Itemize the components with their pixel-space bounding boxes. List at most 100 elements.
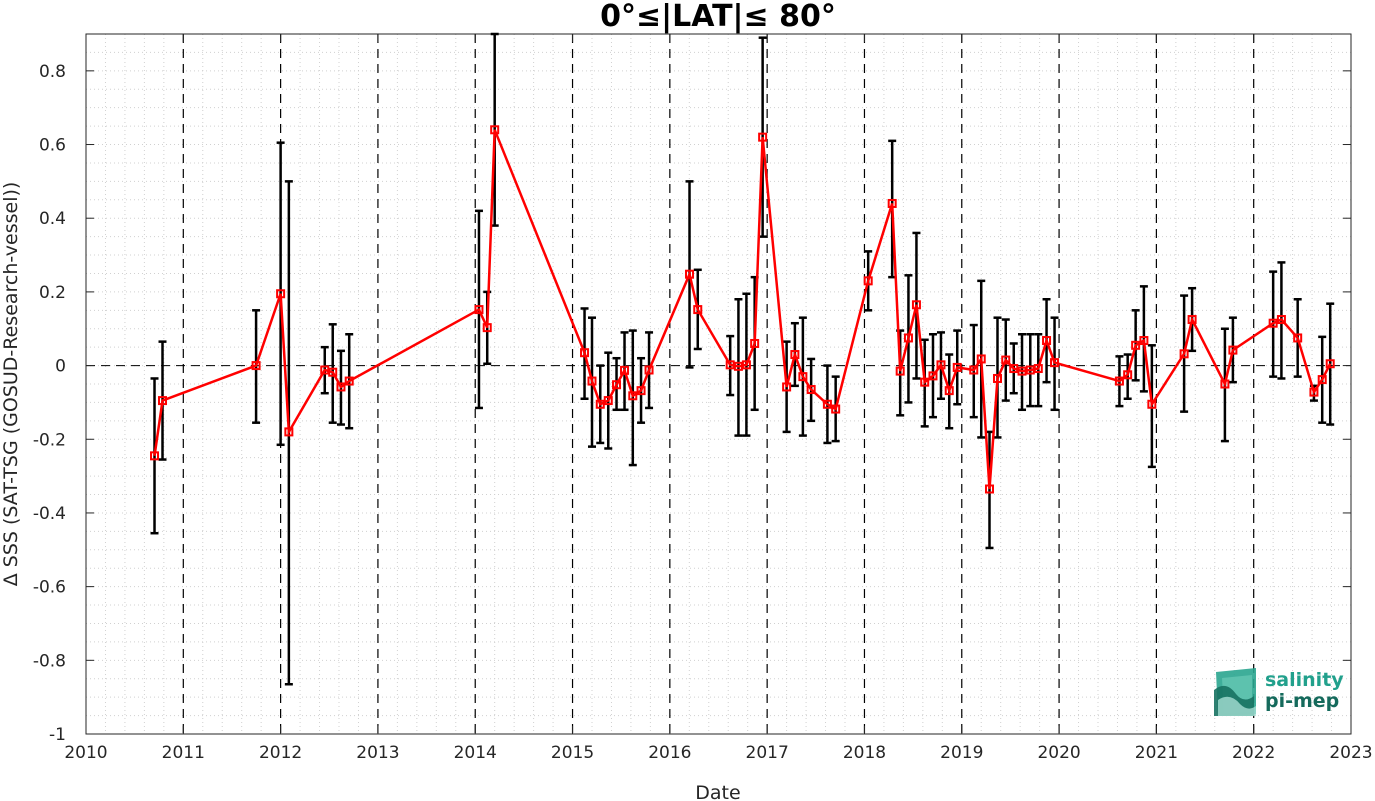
- data-point-marker: [603, 396, 613, 406]
- y-tick-label: -0.2: [33, 430, 66, 450]
- data-point-marker: [1123, 370, 1133, 380]
- series-markers: [150, 125, 1335, 494]
- x-tick-label: 2022: [1232, 743, 1275, 763]
- data-point-marker: [620, 365, 630, 375]
- data-point-marker: [158, 396, 168, 406]
- logo-text-pi-mep: pi-mep: [1265, 690, 1339, 712]
- data-point-marker: [863, 276, 873, 286]
- data-point-marker: [758, 132, 768, 142]
- data-point-marker: [822, 399, 832, 409]
- data-point-marker: [587, 376, 597, 386]
- y-tick-label: -1: [49, 725, 66, 745]
- data-point-marker: [903, 333, 913, 343]
- data-point-marker: [1050, 358, 1060, 368]
- data-point-marker: [580, 348, 590, 358]
- y-tick-label: 0.8: [39, 62, 66, 82]
- data-point-marker: [251, 361, 261, 371]
- data-point-marker: [1009, 364, 1019, 374]
- x-tick-label: 2016: [648, 743, 691, 763]
- data-point-marker: [1228, 345, 1238, 355]
- x-tick-label: 2021: [1135, 743, 1178, 763]
- y-tick-label: 0.4: [39, 209, 66, 229]
- data-point-marker: [276, 289, 286, 299]
- y-axis-label: Δ SSS (SAT-TSG (GOSUD-Research-vessel)): [0, 182, 22, 587]
- data-point-marker: [1017, 366, 1027, 376]
- x-tick-label: 2019: [940, 743, 983, 763]
- data-point-marker: [725, 360, 735, 370]
- data-point-marker: [831, 404, 841, 414]
- logo-text-salinity: salinity: [1265, 669, 1344, 691]
- x-tick-label: 2012: [259, 743, 302, 763]
- data-point-marker: [1042, 336, 1052, 346]
- y-tick-label: 0: [55, 357, 66, 377]
- x-tick-label: 2018: [843, 743, 886, 763]
- data-point-marker: [344, 376, 354, 386]
- data-point-marker: [1276, 315, 1286, 325]
- y-tick-label: 0.6: [39, 136, 66, 156]
- data-point-marker: [284, 427, 294, 437]
- y-tick-labels: -1 -0.8 -0.6 -0.4 -0.2 0 0.2 0.4 0.6 0.8: [33, 62, 66, 745]
- data-point-marker: [474, 305, 484, 315]
- x-axis-label: Date: [695, 782, 740, 801]
- data-point-marker: [1325, 359, 1335, 369]
- data-point-marker: [1001, 355, 1011, 365]
- data-point-marker: [1131, 340, 1141, 350]
- salinity-pi-mep-logo: salinity pi-mep: [1214, 668, 1344, 716]
- data-point-marker: [1033, 364, 1043, 374]
- data-point-marker: [969, 365, 979, 375]
- data-point-marker: [612, 380, 622, 390]
- data-point-marker: [1317, 375, 1327, 385]
- y-tick-label: 0.2: [39, 283, 66, 303]
- x-tick-label: 2020: [1037, 743, 1080, 763]
- data-point-marker: [1114, 376, 1124, 386]
- data-point-marker: [928, 371, 938, 381]
- chart-title: 0°≤|LAT|≤ 80°: [600, 0, 836, 34]
- data-point-marker: [1179, 349, 1189, 359]
- data-point-marker: [628, 391, 638, 401]
- data-point-marker: [920, 377, 930, 387]
- data-point-marker: [952, 362, 962, 372]
- data-point-marker: [782, 382, 792, 392]
- data-point-marker: [984, 484, 994, 494]
- x-tick-labels: 2010 2011 2012 2013 2014 2015 2016 2017 2018 2019…: [64, 743, 1372, 763]
- data-point-marker: [328, 367, 338, 377]
- plot-area-frame: [85, 33, 1352, 735]
- data-point-marker: [150, 451, 160, 461]
- data-point-marker: [636, 386, 646, 396]
- x-tick-label: 2013: [356, 743, 399, 763]
- data-point-marker: [1268, 318, 1278, 328]
- data-point-marker: [944, 386, 954, 396]
- data-point-marker: [790, 350, 800, 360]
- x-tick-label: 2023: [1329, 743, 1372, 763]
- x-tick-label: 2011: [162, 743, 205, 763]
- y-tick-label: -0.4: [33, 504, 66, 524]
- logo-wave-icon: [1214, 668, 1256, 716]
- data-point-marker: [490, 125, 500, 135]
- y-tick-label: -0.8: [33, 651, 66, 671]
- data-point-marker: [1139, 336, 1149, 346]
- data-point-marker: [336, 382, 346, 392]
- data-point-marker: [895, 366, 905, 376]
- data-point-marker: [482, 323, 492, 333]
- data-point-marker: [806, 385, 816, 395]
- x-tick-label: 2017: [746, 743, 789, 763]
- data-point-marker: [693, 305, 703, 315]
- x-tick-label: 2015: [551, 743, 594, 763]
- data-point-marker: [685, 269, 695, 279]
- data-point-marker: [936, 360, 946, 370]
- data-point-marker: [1147, 399, 1157, 409]
- x-tick-label: 2014: [454, 743, 497, 763]
- data-point-marker: [798, 372, 808, 382]
- data-point-marker: [1309, 387, 1319, 397]
- y-tick-label: -0.6: [33, 578, 66, 598]
- data-point-marker: [911, 300, 921, 310]
- data-point-marker: [887, 198, 897, 208]
- data-point-marker: [1220, 379, 1230, 389]
- data-point-marker: [1293, 333, 1303, 343]
- x-tick-label: 2010: [64, 743, 107, 763]
- data-point-marker: [750, 338, 760, 348]
- data-point-marker: [644, 365, 654, 375]
- minor-grid: [86, 33, 1351, 735]
- data-point-marker: [992, 373, 1002, 383]
